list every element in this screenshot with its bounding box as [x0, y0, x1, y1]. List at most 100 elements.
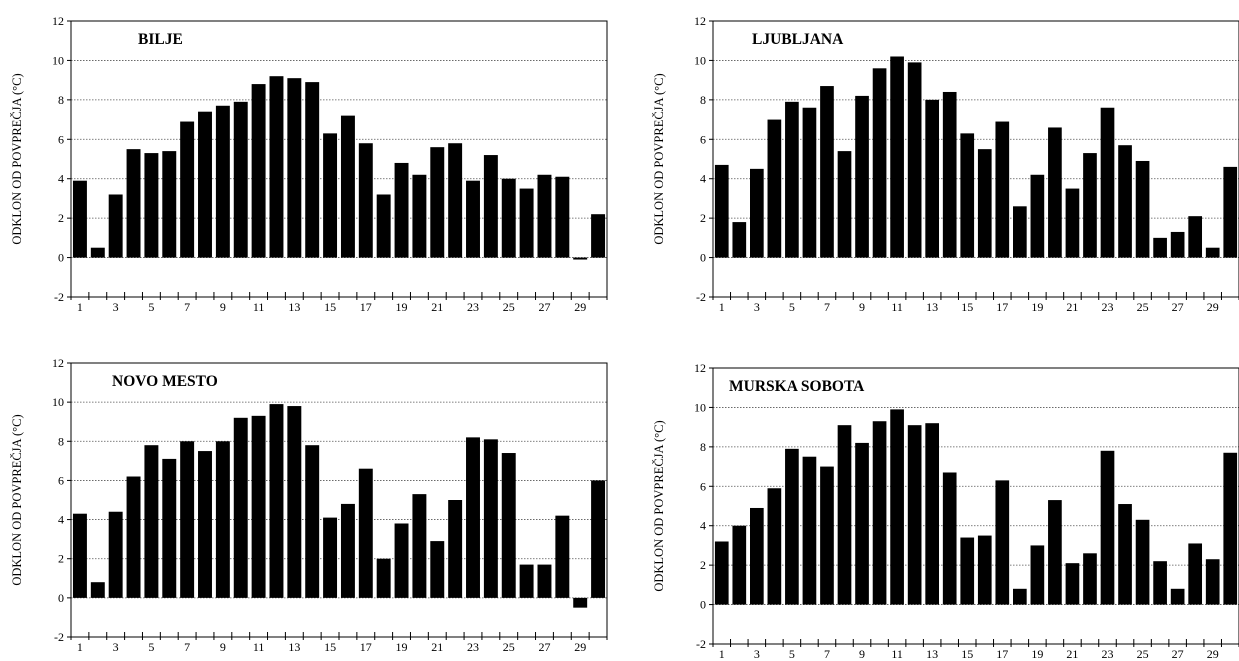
bar — [767, 488, 782, 605]
bar — [233, 417, 248, 598]
bar — [977, 535, 992, 605]
bar — [890, 56, 904, 258]
y-tick-label: -2 — [696, 637, 706, 651]
y-tick-label: 0 — [700, 251, 706, 265]
x-tick-label: 1 — [719, 300, 725, 314]
bar — [215, 441, 230, 598]
bar — [925, 99, 940, 258]
bar — [126, 476, 141, 598]
bar — [537, 564, 552, 598]
y-tick-label: 10 — [694, 400, 706, 414]
y-tick-label: 12 — [694, 361, 706, 375]
bar — [1188, 543, 1203, 605]
bar — [72, 180, 87, 258]
bar — [287, 406, 302, 598]
y-tick-label: 0 — [58, 251, 64, 265]
x-tick-label: 17 — [996, 300, 1008, 314]
bar — [251, 84, 266, 258]
x-tick-label: 11 — [253, 640, 265, 654]
x-tick-label: 3 — [113, 640, 119, 654]
bar — [1188, 216, 1203, 258]
x-tick-label: 25 — [503, 640, 515, 654]
bar — [785, 101, 799, 258]
bar — [591, 214, 606, 258]
x-tick-label: 29 — [574, 640, 586, 654]
bar — [412, 494, 427, 598]
bar — [802, 456, 817, 605]
bar — [108, 194, 123, 258]
bar — [126, 149, 141, 258]
x-tick-label: 27 — [1172, 300, 1184, 314]
x-tick-label: 5 — [789, 647, 795, 661]
x-tick-label: 29 — [574, 300, 586, 314]
bar — [340, 115, 355, 258]
x-tick-label: 1 — [77, 300, 83, 314]
bar — [995, 121, 1010, 258]
bar — [1048, 127, 1062, 258]
y-tick-label: 4 — [58, 172, 64, 186]
x-tick-label: 13 — [288, 640, 300, 654]
bar — [430, 541, 445, 598]
bar — [323, 517, 338, 598]
bar — [1100, 107, 1115, 258]
bar — [287, 78, 302, 258]
bar — [323, 133, 338, 258]
bar — [785, 448, 799, 605]
bar — [855, 95, 869, 258]
bar — [501, 178, 516, 258]
bar — [1030, 545, 1045, 605]
x-tick-label: 19 — [396, 640, 408, 654]
x-tick-label: 17 — [996, 647, 1008, 661]
bar — [714, 164, 729, 258]
bar — [1065, 188, 1080, 258]
bar — [714, 541, 729, 605]
x-tick-label: 9 — [220, 300, 226, 314]
bar — [501, 453, 516, 598]
x-tick-label: 3 — [754, 647, 760, 661]
x-tick-label: 15 — [324, 300, 336, 314]
y-tick-label: 12 — [52, 356, 64, 370]
y-tick-label: 0 — [58, 591, 64, 605]
bar — [1223, 166, 1238, 258]
bar — [537, 174, 552, 258]
y-tick-label: 6 — [700, 479, 706, 493]
bar — [1205, 247, 1220, 258]
bar — [855, 442, 869, 605]
x-tick-label: 5 — [789, 300, 795, 314]
x-tick-label: 1 — [77, 640, 83, 654]
y-tick-label: 8 — [700, 440, 706, 454]
x-tick-label: 25 — [1137, 300, 1149, 314]
x-tick-label: 9 — [859, 300, 865, 314]
y-tick-label: -2 — [54, 630, 64, 644]
y-tick-label: 12 — [52, 14, 64, 28]
bar — [305, 82, 320, 258]
x-tick-label: 3 — [113, 300, 119, 314]
bar — [1030, 174, 1045, 258]
bar — [1135, 160, 1150, 258]
x-tick-label: 29 — [1207, 647, 1219, 661]
bar — [820, 466, 834, 605]
bar — [802, 107, 817, 258]
bar — [1083, 153, 1097, 258]
x-tick-label: 19 — [1031, 300, 1043, 314]
bar — [483, 155, 498, 258]
y-tick-label: 0 — [700, 598, 706, 612]
x-tick-label: 3 — [754, 300, 760, 314]
y-tick-label: 8 — [58, 93, 64, 107]
bar — [269, 76, 284, 258]
x-tick-label: 17 — [360, 300, 372, 314]
y-tick-label: 6 — [58, 132, 64, 146]
bar — [591, 480, 606, 598]
x-tick-label: 21 — [431, 300, 443, 314]
x-tick-label: 27 — [538, 640, 550, 654]
bar — [960, 133, 975, 258]
bar — [180, 441, 195, 598]
x-tick-label: 15 — [961, 647, 973, 661]
y-tick-label: 4 — [700, 172, 706, 186]
x-tick-label: 27 — [1172, 647, 1184, 661]
bar — [960, 537, 975, 605]
bar — [925, 423, 940, 605]
y-tick-label: 8 — [700, 93, 706, 107]
bar — [872, 68, 887, 258]
bar — [519, 188, 534, 258]
